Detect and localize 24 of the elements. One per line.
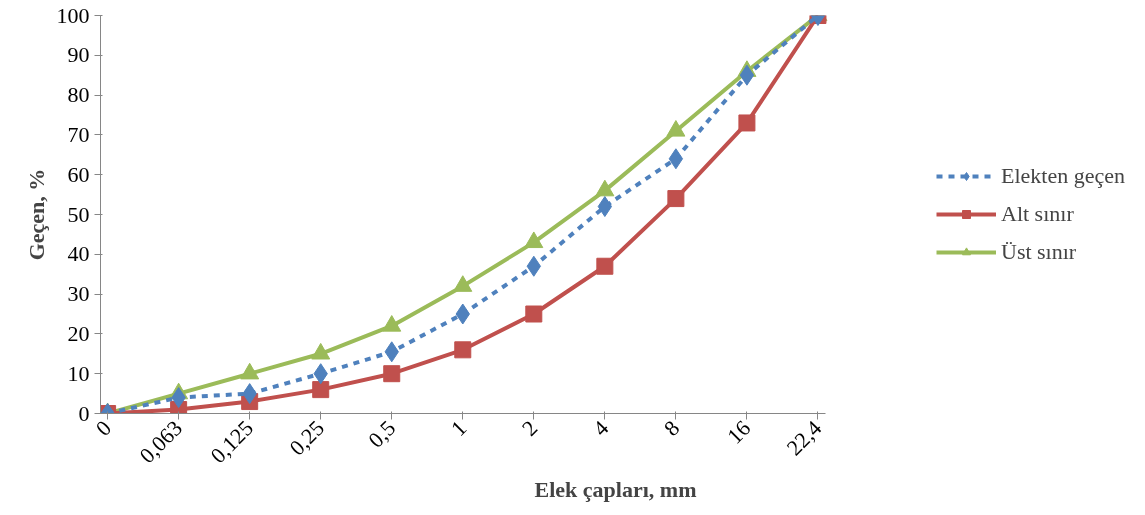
- y-tick-label: 80: [67, 82, 90, 108]
- x-tick-label: 0: [90, 415, 117, 441]
- x-tick-label: 2: [516, 415, 543, 441]
- x-axis-title: Elek çapları, mm: [534, 477, 697, 503]
- y-tick-label: 60: [67, 161, 90, 187]
- y-tick-label: 50: [67, 201, 90, 227]
- x-tick-label: 1: [445, 415, 472, 441]
- x-tick-label: 16: [722, 415, 756, 449]
- y-tick-label: 40: [67, 241, 90, 267]
- x-tick-label: 8: [658, 415, 685, 441]
- y-tick-label: 100: [56, 2, 90, 28]
- legend-label: Elekten geçen: [1001, 163, 1125, 189]
- x-tick-label: 22,4: [781, 415, 827, 461]
- x-tick-label: 0,25: [284, 415, 330, 461]
- y-tick-label: 20: [67, 320, 90, 346]
- y-tick-label: 30: [67, 281, 90, 307]
- legend-label: Alt sınır: [1001, 201, 1074, 227]
- legend-label: Üst sınır: [1001, 239, 1077, 265]
- x-tick-label: 0,5: [363, 415, 401, 453]
- y-axis-title: Geçen, %: [23, 168, 49, 261]
- y-tick-label: 10: [67, 360, 90, 386]
- x-tick-label: 4: [587, 415, 614, 441]
- y-tick-label: 90: [67, 42, 90, 68]
- y-tick-label: 70: [67, 121, 90, 147]
